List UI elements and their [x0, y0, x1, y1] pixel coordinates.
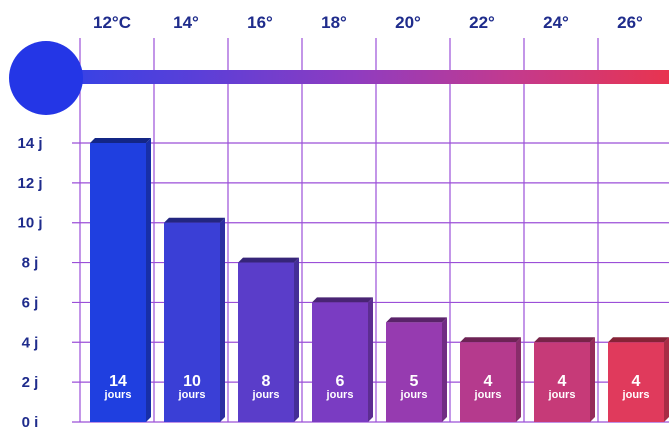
bar-value-label: 4: [484, 373, 493, 390]
temperature-labels: 12°C 14° 16° 18° 20° 22° 24° 26°: [93, 13, 643, 32]
temperature-label: 24°: [543, 13, 569, 32]
bar-value-label: 10: [183, 373, 201, 390]
bar-front-face: [534, 342, 590, 422]
temperature-label: 14°: [173, 13, 199, 32]
bar-value-label: 4: [632, 373, 641, 390]
bar-front-face: [460, 342, 516, 422]
bar-unit-label: jours: [622, 389, 650, 401]
bar-unit-label: jours: [548, 389, 576, 401]
y-tick-label: 2 j: [22, 374, 39, 391]
bar-side-face: [590, 337, 595, 422]
bar-value-label: 6: [336, 373, 345, 390]
bar-unit-label: jours: [326, 389, 354, 401]
bar-value-label: 8: [262, 373, 271, 390]
y-tick-label: 6 j: [22, 294, 39, 311]
thermometer-tube: [40, 70, 669, 84]
bar-side-face: [220, 217, 225, 422]
bar-unit-label: jours: [104, 389, 132, 401]
y-tick-label: 14 j: [17, 135, 42, 152]
y-tick-label: 8 j: [22, 255, 39, 272]
bar-front-face: [386, 322, 442, 422]
bar-front-face: [608, 342, 664, 422]
bar-value-label: 4: [558, 373, 567, 390]
bar-top-face: [312, 297, 373, 303]
thermometer: [9, 41, 669, 115]
temperature-label: 12°C: [93, 13, 131, 32]
y-tick-label: 10 j: [17, 215, 42, 232]
thermometer-bulb: [9, 41, 83, 115]
bar-top-face: [90, 138, 151, 143]
temperature-label: 18°: [321, 13, 347, 32]
bar-side-face: [664, 337, 669, 422]
bar-front-face: [90, 143, 146, 422]
bars: 14jours10jours8jours6jours5jours4jours4j…: [90, 138, 669, 422]
y-tick-label: 0 j: [22, 414, 39, 427]
bar-top-face: [608, 337, 669, 343]
bar-front-face: [312, 302, 368, 422]
bar-front-face: [164, 222, 220, 422]
bar-unit-label: jours: [178, 389, 206, 401]
bar-top-face: [386, 317, 447, 323]
temperature-label: 16°: [247, 13, 273, 32]
y-axis-labels: 0 j 2 j 4 j 6 j 8 j 10 j 12 j 14 j: [17, 135, 42, 427]
temperature-label: 22°: [469, 13, 495, 32]
temperature-label: 20°: [395, 13, 421, 32]
bar-value-label: 5: [410, 373, 419, 390]
bar-top-face: [164, 217, 225, 223]
bar-front-face: [238, 262, 294, 422]
bar-top-face: [534, 337, 595, 343]
bar-side-face: [146, 138, 151, 422]
bar-side-face: [368, 297, 373, 422]
bar-top-face: [460, 337, 521, 343]
bar-side-face: [442, 317, 447, 422]
bar-unit-label: jours: [400, 389, 428, 401]
y-tick-label: 12 j: [17, 175, 42, 192]
y-tick-label: 4 j: [22, 334, 39, 351]
bar-unit-label: jours: [252, 389, 280, 401]
bar-unit-label: jours: [474, 389, 502, 401]
bar-side-face: [294, 257, 299, 422]
temperature-label: 26°: [617, 13, 643, 32]
bar-top-face: [238, 257, 299, 263]
bar-side-face: [516, 337, 521, 422]
bar-value-label: 14: [109, 373, 127, 390]
